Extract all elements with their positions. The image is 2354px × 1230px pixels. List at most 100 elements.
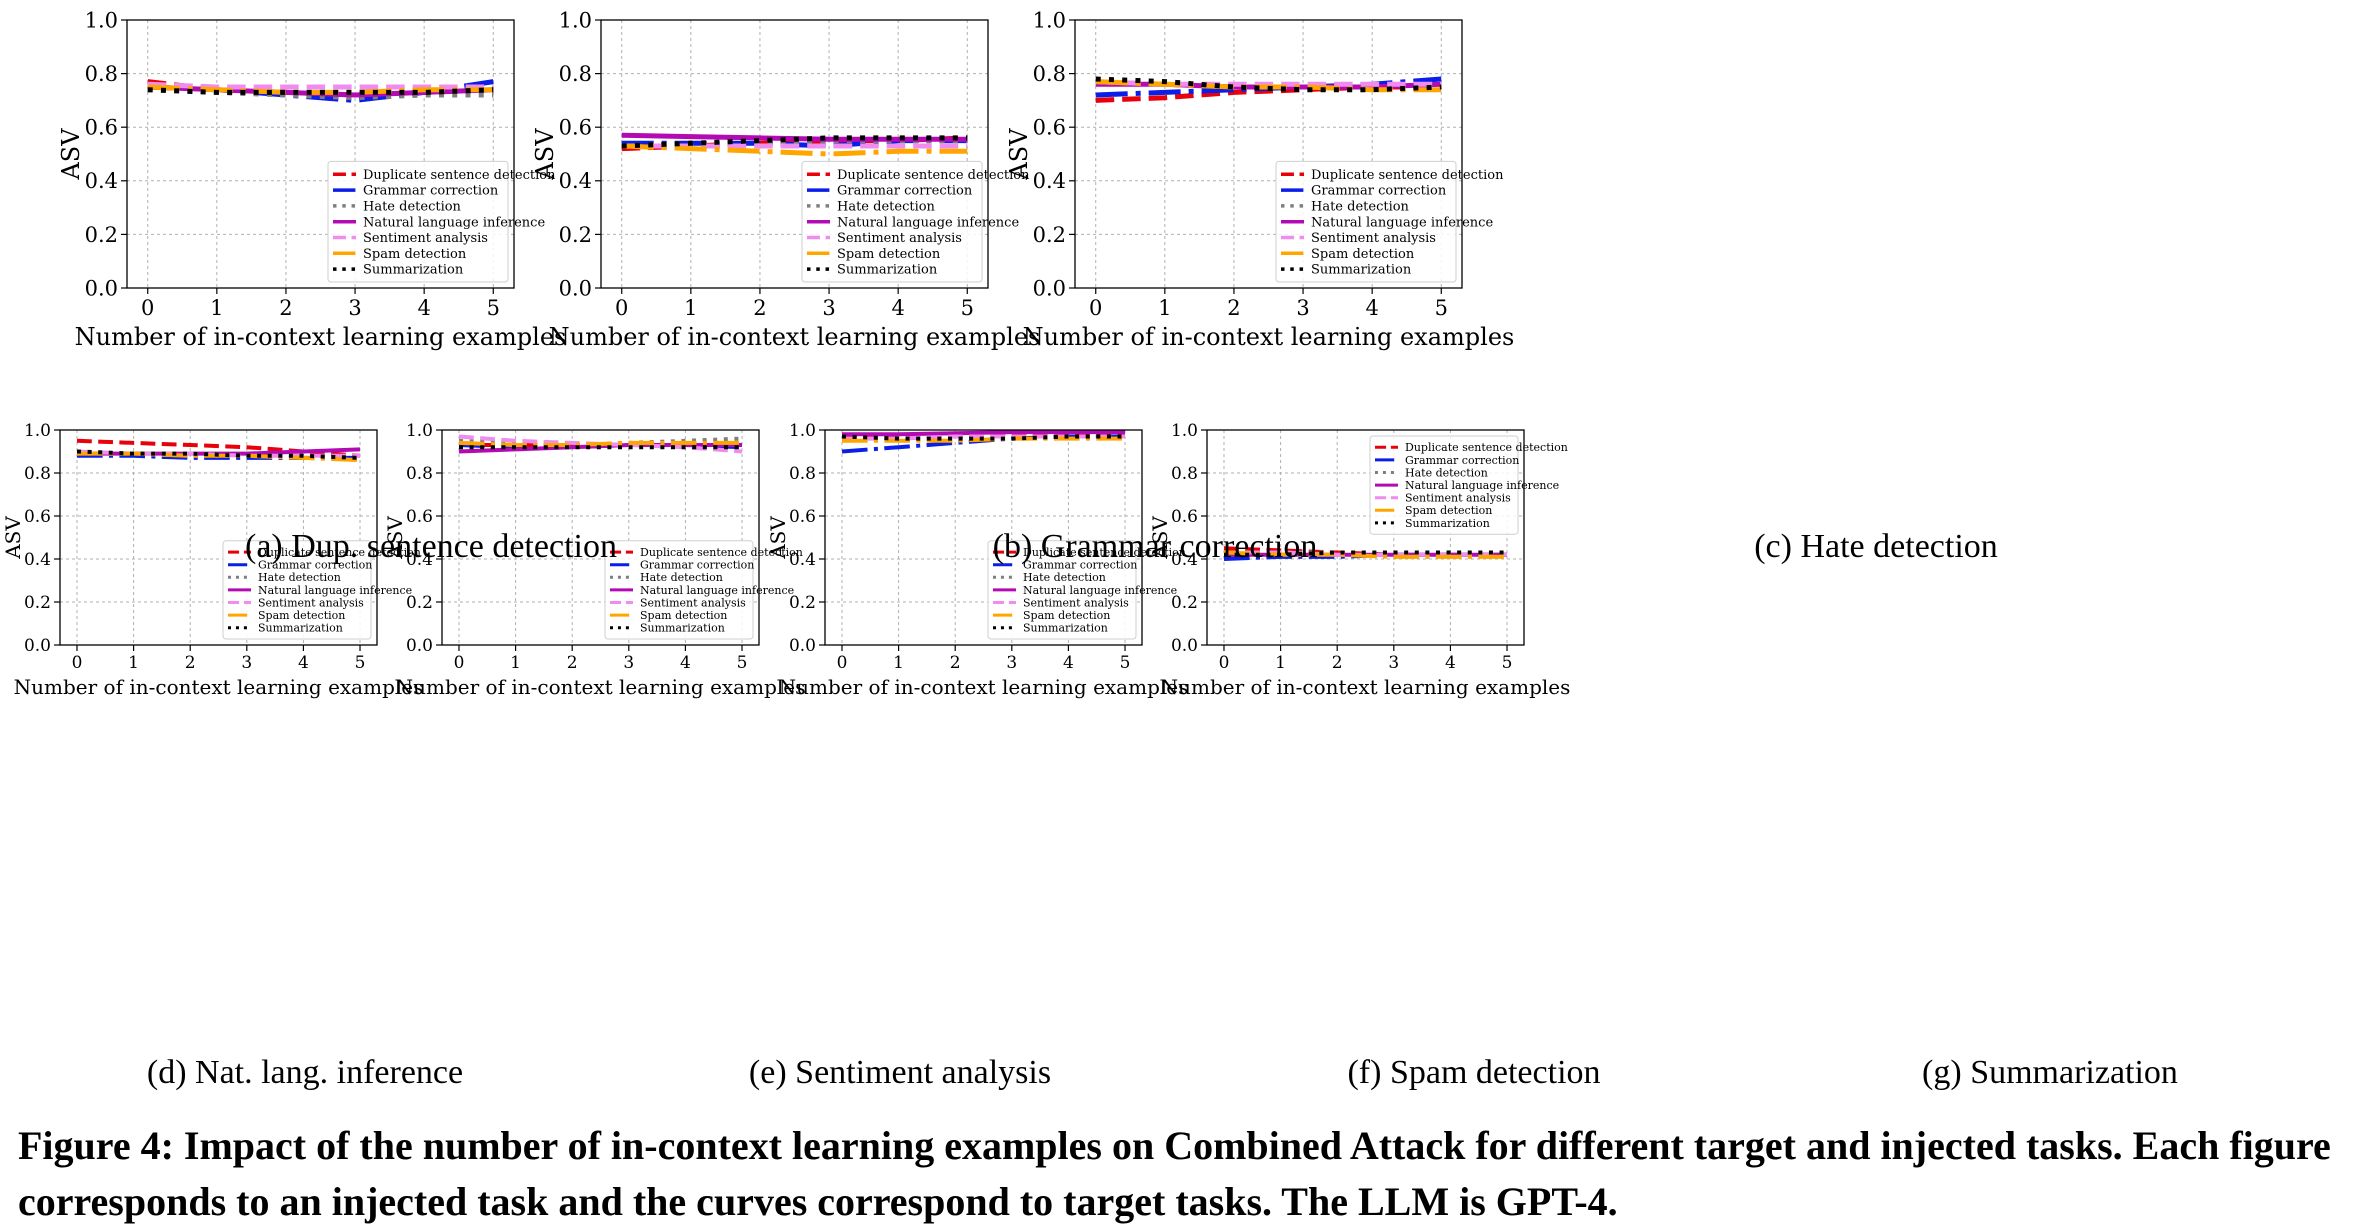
- chart-panel-d: 0 1 2 3 4 5 0.0 0.2 0.4 0.6 0.8 1.0 Number of in-con…: [1, 421, 423, 699]
- y-tick-label: 0.6: [85, 116, 118, 140]
- x-tick-label: 3: [1006, 653, 1017, 673]
- legend-label: Grammar correction: [837, 184, 973, 199]
- legend-label: Duplicate sentence detection: [1311, 168, 1504, 183]
- x-tick-label: 3: [623, 653, 634, 673]
- plot-frame: [59, 429, 378, 646]
- plot-frame: [824, 429, 1143, 646]
- x-tick-label: 3: [348, 296, 361, 320]
- x-tick-label: 5: [1435, 296, 1448, 320]
- chart-panel-e: 0 1 2 3 4 5 0.0 0.2 0.4 0.6 0.8 1.0 Number of in-con…: [383, 421, 805, 699]
- legend-label: Spam detection: [1405, 504, 1492, 517]
- chart-panel-b: 0 1 2 3 4 5 0.0 0.2 0.4 0.6 0.8 1.0 Number of in-con…: [531, 8, 1040, 351]
- legend-label: Duplicate sentence detection: [640, 546, 803, 559]
- y-axis-label: ASV: [1148, 516, 1172, 560]
- x-tick-label: 4: [680, 653, 691, 673]
- legend-label: Summarization: [640, 622, 725, 635]
- legend-label: Spam detection: [640, 609, 727, 622]
- x-tick-label: 0: [1219, 653, 1230, 673]
- y-tick-label: 0.2: [1033, 223, 1066, 247]
- x-tick-label: 4: [1063, 653, 1074, 673]
- x-tick-label: 4: [1445, 653, 1456, 673]
- y-tick-label: 0.0: [406, 636, 433, 656]
- legend-label: Duplicate sentence detection: [258, 546, 421, 559]
- y-axis-label: ASV: [57, 128, 85, 181]
- legend-box: [1369, 435, 1519, 535]
- legend-label: Hate detection: [363, 199, 462, 214]
- y-tick-label: 1.0: [24, 421, 51, 441]
- legend-label: Summarization: [1311, 263, 1412, 278]
- legend-label: Duplicate sentence detection: [1405, 441, 1568, 454]
- y-tick-label: 1.0: [85, 8, 118, 32]
- legend-label: Summarization: [1023, 622, 1108, 635]
- y-tick-label: 0.4: [789, 550, 816, 570]
- series-line-spam-detection: [1223, 550, 1507, 559]
- plot-frame: [441, 429, 760, 646]
- x-tick-label: 4: [1365, 296, 1378, 320]
- y-axis-label: ASV: [766, 516, 790, 560]
- x-tick-label: 2: [567, 653, 578, 673]
- y-tick-label: 1.0: [1033, 8, 1066, 32]
- x-tick-label: 1: [210, 296, 223, 320]
- x-axis-label: Number of in-context learning examples: [1161, 675, 1571, 699]
- y-tick-label: 0.4: [1033, 169, 1066, 193]
- legend-label: Natural language inference: [1023, 584, 1177, 597]
- plot-frame: [126, 19, 515, 289]
- y-tick-label: 0.0: [559, 276, 592, 300]
- series-line-duplicate-sentence-detection: [1095, 84, 1442, 103]
- x-tick-label: 0: [454, 653, 465, 673]
- legend-label: Grammar correction: [258, 559, 372, 572]
- legend-label: Sentiment analysis: [837, 231, 962, 246]
- subplot-caption-a: (a) Dup. sentence detection: [245, 528, 617, 565]
- x-tick-label: 2: [279, 296, 292, 320]
- subplot-caption-g: (g) Summarization: [1922, 1054, 2178, 1091]
- x-tick-label: 2: [1332, 653, 1343, 673]
- y-tick-label: 1.0: [1171, 421, 1198, 441]
- x-tick-label: 3: [1296, 296, 1309, 320]
- y-tick-label: 0.6: [559, 116, 592, 140]
- y-tick-label: 0.2: [85, 223, 118, 247]
- plot-frame: [1074, 19, 1463, 289]
- legend-label: Hate detection: [640, 571, 723, 584]
- legend-label: Natural language inference: [363, 215, 545, 230]
- x-tick-label: 5: [1120, 653, 1131, 673]
- y-tick-label: 0.8: [24, 464, 51, 484]
- legend-label: Natural language inference: [1405, 479, 1559, 492]
- legend-box: [987, 540, 1137, 640]
- legend-box: [327, 160, 509, 283]
- y-tick-label: 0.8: [85, 62, 118, 86]
- legend-label: Duplicate sentence detection: [1023, 546, 1186, 559]
- y-tick-label: 0.4: [406, 550, 433, 570]
- x-tick-label: 4: [891, 296, 904, 320]
- subplot-caption-c: (c) Hate detection: [1754, 528, 1998, 565]
- series-line-summarization: [1224, 550, 1507, 557]
- legend-label: Spam detection: [258, 609, 345, 622]
- series-line-spam-detection: [621, 143, 968, 157]
- y-tick-label: 0.8: [1033, 62, 1066, 86]
- legend-label: Natural language inference: [258, 584, 412, 597]
- y-tick-label: 0.6: [1171, 507, 1198, 527]
- x-tick-label: 4: [417, 296, 430, 320]
- y-tick-label: 0.0: [24, 636, 51, 656]
- x-tick-label: 2: [753, 296, 766, 320]
- legend-label: Hate detection: [258, 571, 341, 584]
- y-tick-label: 0.6: [1033, 116, 1066, 140]
- x-tick-label: 2: [1227, 296, 1240, 320]
- y-tick-label: 0.4: [85, 169, 118, 193]
- x-axis-label: Number of in-context learning examples: [396, 675, 806, 699]
- series-line-summarization: [76, 449, 361, 460]
- legend-label: Grammar correction: [1311, 184, 1447, 199]
- x-axis-label: Number of in-context learning examples: [14, 675, 424, 699]
- legend-label: Sentiment analysis: [1023, 596, 1129, 609]
- figure-caption: Figure 4: Impact of the number of in-con…: [18, 1123, 2331, 1224]
- legend-label: Summarization: [363, 263, 464, 278]
- y-tick-label: 0.2: [406, 593, 433, 613]
- legend-box: [801, 160, 983, 283]
- y-tick-label: 0.8: [559, 62, 592, 86]
- y-tick-label: 0.8: [789, 464, 816, 484]
- x-tick-label: 1: [510, 653, 521, 673]
- chart-panel-c: 0 1 2 3 4 5 0.0 0.2 0.4 0.6 0.8 1.0 Number of in-con…: [1005, 8, 1514, 351]
